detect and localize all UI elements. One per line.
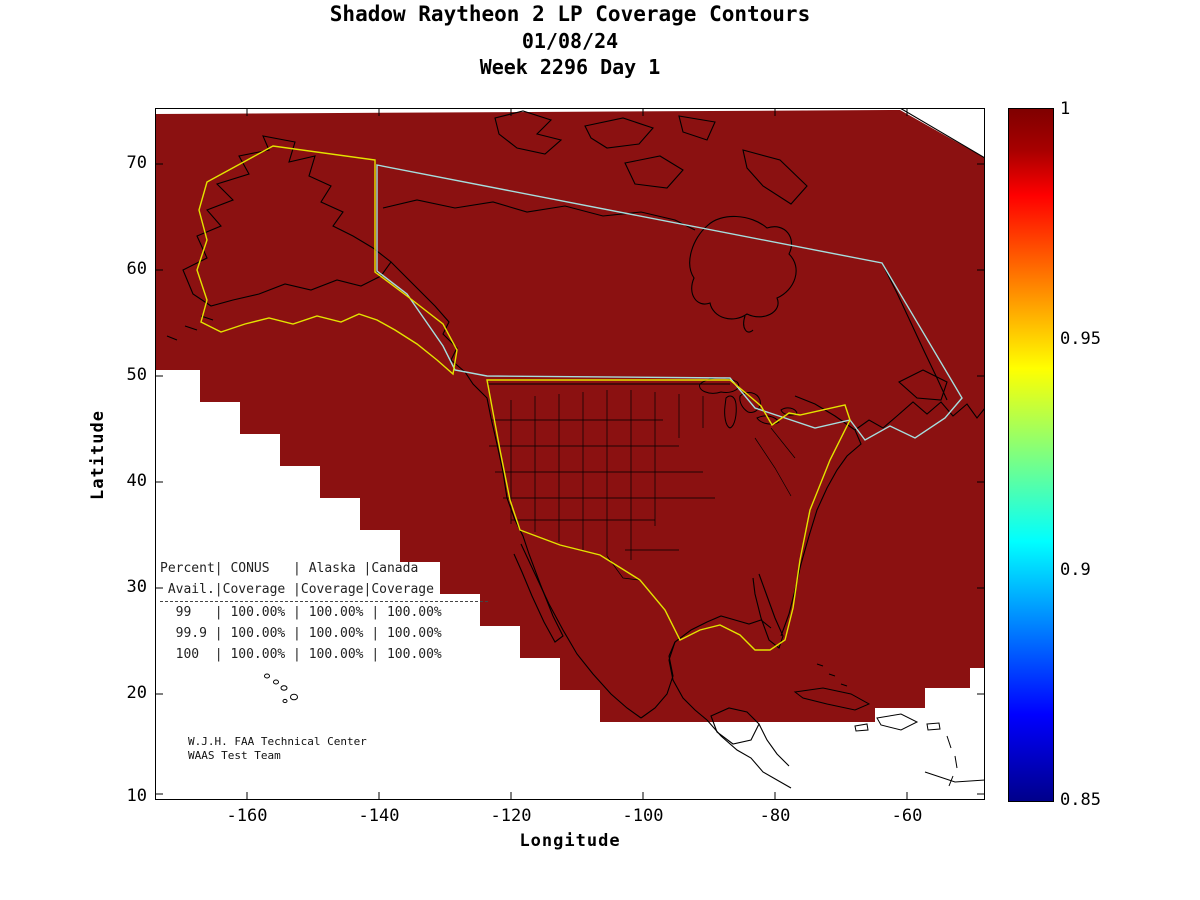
caribbean-islands <box>793 663 958 787</box>
axis-tick-marks <box>155 108 985 800</box>
credit-line1: W.J.H. FAA Technical Center <box>188 735 367 748</box>
y-tick-label: 40 <box>126 471 147 491</box>
conus-service-contour <box>486 379 851 651</box>
colorbar-tick-label: 0.9 <box>1060 560 1091 580</box>
colorbar-tick-label: 0.95 <box>1060 329 1101 349</box>
chart-week-day: Week 2296 Day 1 <box>479 55 661 79</box>
table-header-row2: Avail.|Coverage |Coverage|Coverage <box>160 582 434 597</box>
plot-border <box>155 108 985 800</box>
colorbar-tick-label: 0.85 <box>1060 790 1101 810</box>
credit-line2: WAAS Test Team <box>188 749 281 762</box>
canada-service-contour <box>376 164 963 441</box>
coverage-region <box>155 110 985 722</box>
coastline-paths <box>166 108 985 789</box>
y-tick-label: 60 <box>126 259 147 279</box>
alaska-service-contour <box>196 145 458 376</box>
map-plot <box>155 108 985 800</box>
x-tick-label: -100 <box>622 806 664 826</box>
y-axis-label: Latitude <box>88 410 108 500</box>
y-tick-label: 10 <box>126 786 147 806</box>
x-tick-label: -160 <box>226 806 268 826</box>
table-row: 99.9 | 100.00% | 100.00% | 100.00% <box>160 626 442 641</box>
x-tick-label: -140 <box>358 806 400 826</box>
x-axis-label: Longitude <box>519 831 621 851</box>
table-divider <box>160 601 488 602</box>
table-row: 99 | 100.00% | 100.00% | 100.00% <box>160 605 442 620</box>
y-tick-label: 20 <box>126 683 147 703</box>
y-tick-label: 50 <box>126 365 147 385</box>
x-tick-label: -60 <box>891 806 923 826</box>
table-header-row1: Percent| CONUS | Alaska |Canada <box>160 561 419 576</box>
x-tick-label: -120 <box>490 806 532 826</box>
y-tick-label: 70 <box>126 153 147 173</box>
availability-table: Percent| CONUS | Alaska |Canada Avail.|C… <box>160 558 488 665</box>
x-tick-label: -80 <box>759 806 791 826</box>
y-tick-label: 30 <box>126 577 147 597</box>
chart-date: 01/08/24 <box>521 29 619 53</box>
colorbar-tick-label: 1 <box>1060 99 1071 119</box>
chart-title: Shadow Raytheon 2 LP Coverage Contours <box>329 2 811 26</box>
credit-text: W.J.H. FAA Technical Center WAAS Test Te… <box>188 735 367 763</box>
colorbar <box>1008 108 1054 802</box>
hawaii-islands <box>264 673 298 704</box>
table-row: 100 | 100.00% | 100.00% | 100.00% <box>160 647 442 662</box>
